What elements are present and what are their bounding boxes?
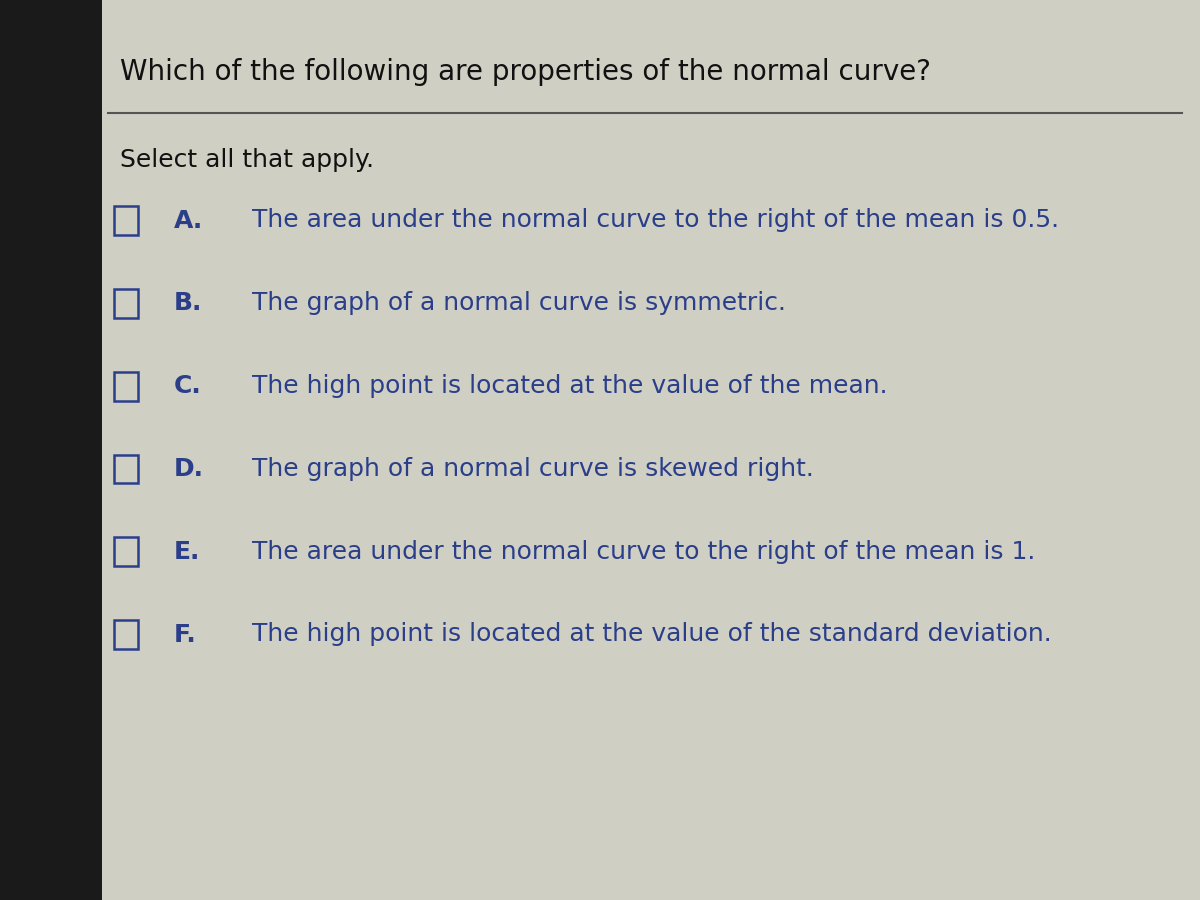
Bar: [114, 372, 138, 400]
Text: Select all that apply.: Select all that apply.: [120, 148, 374, 173]
Text: Which of the following are properties of the normal curve?: Which of the following are properties of…: [120, 58, 931, 86]
Text: The graph of a normal curve is symmetric.: The graph of a normal curve is symmetric…: [252, 292, 786, 315]
Bar: [114, 537, 138, 566]
Text: The graph of a normal curve is skewed right.: The graph of a normal curve is skewed ri…: [252, 457, 814, 481]
Bar: [114, 206, 138, 235]
Text: A.: A.: [174, 209, 203, 232]
Text: The high point is located at the value of the standard deviation.: The high point is located at the value o…: [252, 623, 1051, 646]
Text: D.: D.: [174, 457, 204, 481]
Text: The high point is located at the value of the mean.: The high point is located at the value o…: [252, 374, 888, 398]
Text: C.: C.: [174, 374, 202, 398]
Bar: [114, 289, 138, 318]
Text: E.: E.: [174, 540, 200, 563]
Text: B.: B.: [174, 292, 203, 315]
Text: F.: F.: [174, 623, 197, 646]
Text: The area under the normal curve to the right of the mean is 0.5.: The area under the normal curve to the r…: [252, 209, 1060, 232]
Text: The area under the normal curve to the right of the mean is 1.: The area under the normal curve to the r…: [252, 540, 1036, 563]
Bar: [114, 620, 138, 649]
Bar: [114, 454, 138, 483]
